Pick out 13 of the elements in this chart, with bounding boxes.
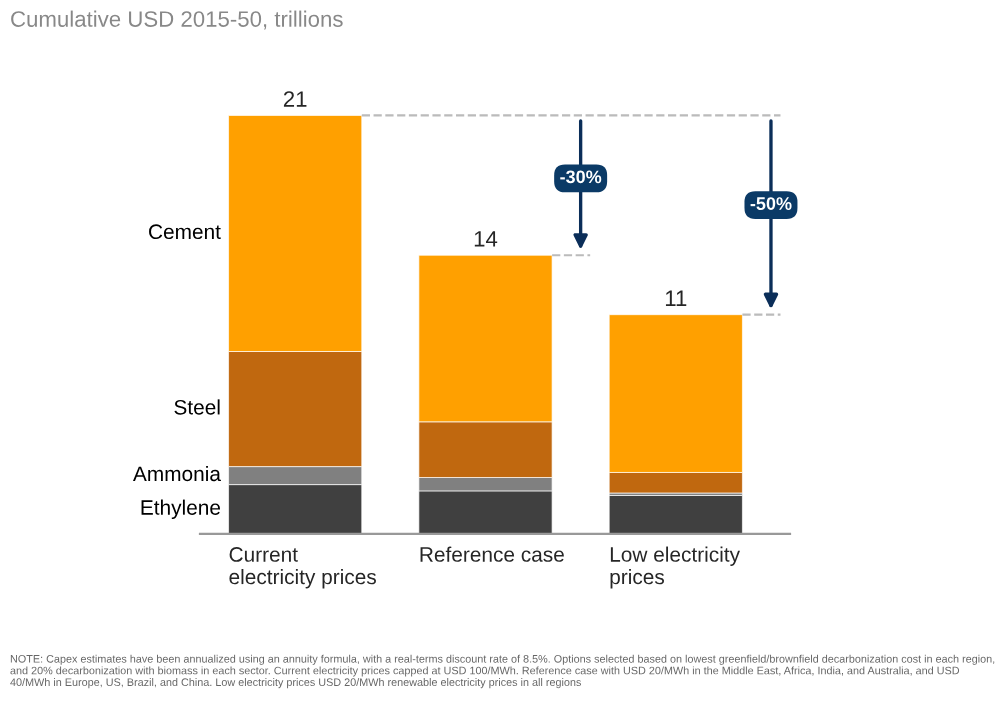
annotation: 21	[283, 91, 307, 107]
series-label: Cement	[149, 224, 221, 240]
annotation: -50%	[750, 197, 792, 210]
series-label: Ammonia	[132, 465, 221, 482]
x-tick-label: Low electricity prices	[610, 546, 740, 589]
chart-subtitle: Cumulative USD 2015-50, trillions	[11, 10, 343, 30]
annotation: -30%	[560, 170, 602, 184]
series-label: Ethylene	[141, 499, 221, 519]
x-tick-label: Reference case	[420, 546, 564, 562]
series-label: Steel	[174, 399, 220, 415]
x-tick-label: Current electricity prices	[229, 547, 376, 589]
annotation: 11	[665, 290, 687, 306]
annotation: 14	[474, 231, 498, 247]
